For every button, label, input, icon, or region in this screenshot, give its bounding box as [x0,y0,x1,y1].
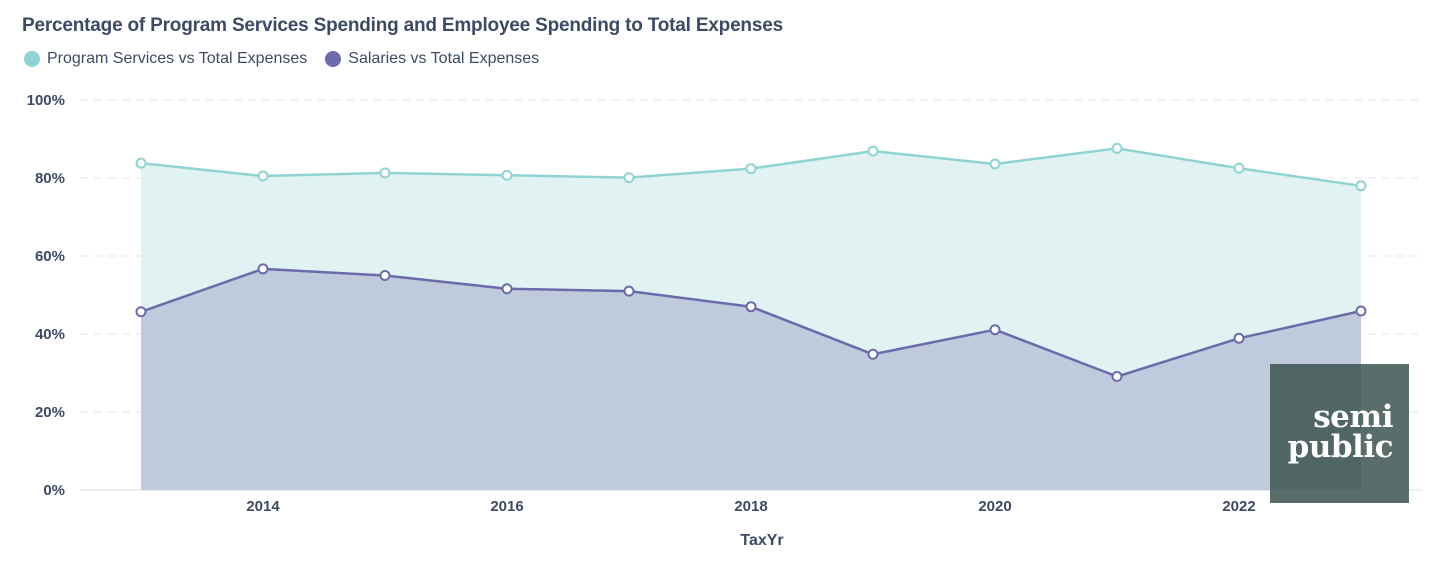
point-series-1-2020 [989,324,1001,336]
point-series-1-2014 [257,263,269,275]
x-axis-title: TaxYr [740,532,783,549]
x-tick-label: 2014 [246,498,280,515]
point-series-1-2018 [745,301,757,313]
logo-line-1: semi [1313,399,1393,435]
legend-label-program-services: Program Services vs Total Expenses [47,50,308,67]
y-tick-label: 60% [35,248,65,265]
x-tick-label: 2022 [1222,498,1255,515]
y-tick-label: 80% [35,170,65,187]
logo-line-2: public [1287,429,1394,465]
y-tick-label: 0% [43,482,65,499]
point-series-0-2018 [745,163,757,175]
y-tick-label: 20% [35,404,65,421]
point-series-1-2019 [867,348,879,360]
x-tick-label: 2018 [734,498,767,515]
legend-swatch-salaries [325,51,342,67]
x-tick-label: 2020 [978,498,1011,515]
point-series-1-2017 [623,285,635,297]
legend-item-program-services[interactable]: Program Services vs Total Expenses [24,50,307,68]
y-tick-label: 100% [27,92,65,109]
point-series-0-2023 [1355,180,1367,192]
x-tick-label: 2016 [490,498,523,515]
point-series-1-2015 [379,270,391,281]
point-series-0-2014 [257,170,269,182]
point-series-0-2016 [501,169,513,181]
point-series-1-2023 [1355,305,1367,317]
point-series-0-2019 [867,145,879,157]
legend-label-salaries: Salaries vs Total Expenses [348,50,540,67]
point-series-1-2021 [1111,371,1123,383]
logo-text: semi public [1287,399,1394,465]
legend: Program Services vs Total Expenses Salar… [24,50,557,68]
point-series-0-2020 [989,158,1001,170]
point-series-0-2015 [379,167,391,179]
point-series-1-2013 [135,306,147,318]
point-series-1-2016 [501,283,513,295]
point-series-1-2022 [1233,332,1245,344]
chart-title: Percentage of Program Services Spending … [22,15,783,36]
y-tick-label: 40% [35,326,65,343]
semipublic-logo: semi public [1270,364,1409,503]
point-series-0-2017 [623,172,635,184]
legend-item-salaries[interactable]: Salaries vs Total Expenses [325,50,539,68]
point-series-0-2022 [1233,162,1245,174]
point-series-0-2013 [135,157,147,169]
point-series-0-2021 [1111,142,1123,154]
area-series-1 [141,268,1361,490]
legend-swatch-program-services [24,51,40,67]
